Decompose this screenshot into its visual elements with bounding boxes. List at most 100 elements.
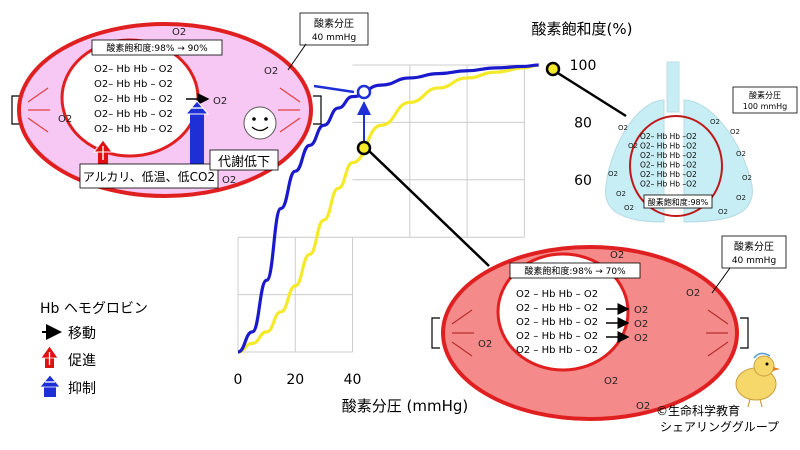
- curves: [237, 63, 539, 354]
- left-cell-bracket-right: [313, 95, 322, 125]
- lung-pressure-value: 100 mmHg: [743, 102, 788, 111]
- connector-to-lung: [552, 68, 627, 118]
- smiley-face: [243, 106, 277, 140]
- x-axis-label: 酸素分圧 (mmHg): [342, 397, 469, 415]
- left-free-o2-label: O2: [58, 114, 72, 125]
- right-free-o2-label: O2: [610, 250, 624, 261]
- legend-hb: Hb ヘモグロビン: [40, 301, 148, 317]
- right-move-arrows: [606, 303, 630, 343]
- y-axis-label: 酸素飽和度(%): [532, 20, 633, 38]
- right-cell-bracket-right: [740, 317, 749, 349]
- lung-hb-row: O2– Hb Hb –O2: [640, 161, 697, 170]
- x-ticks: 0 20 40: [234, 372, 362, 388]
- right-pressure-value: 40 mmHg: [732, 256, 776, 266]
- lung-free-o2: O2 O2 O2 O2 O2 O2 O2 O2 O2 O2 O2: [608, 118, 752, 216]
- suppress-arrow-left: [184, 100, 210, 164]
- left-pressure-value: 40 mmHg: [312, 33, 356, 43]
- right-free-o2-label: O2: [634, 305, 648, 316]
- x-tick-label: 40: [344, 372, 362, 388]
- saturation-100-marker: [545, 61, 561, 77]
- smiley-mouth: [251, 126, 269, 132]
- left-hb-row: O2– Hb Hb – O2: [94, 94, 173, 105]
- lung-hb-row: O2– Hb Hb –O2: [640, 151, 697, 160]
- lung-free-o2-label: O2: [710, 118, 720, 126]
- right-hb-row: O2 – Hb Hb – O2: [516, 289, 598, 300]
- left-pressure-box: [299, 12, 369, 46]
- legend-suppress-icon: [39, 374, 61, 397]
- lung-right: [683, 99, 753, 223]
- right-cell-ridges: [451, 309, 729, 357]
- right-free-o2-label: O2: [636, 401, 650, 412]
- right-free-o2-label: O2: [686, 288, 700, 299]
- y-ticks: 100 80 60: [570, 58, 597, 189]
- lung-blood-vessel: [629, 115, 723, 217]
- right-pressure-box: [721, 235, 787, 269]
- right-free-o2-label: O2: [604, 376, 618, 387]
- right-pressure-pointer: [711, 267, 731, 294]
- chart-grid: [237, 64, 525, 353]
- right-free-o2-label: O2: [634, 319, 648, 330]
- right-hb-row: O2 – Hb Hb – O2: [516, 345, 598, 356]
- left-free-o2-label: O2: [222, 175, 236, 186]
- right-free-o2-label: O2: [634, 333, 648, 344]
- connector-left-cell-to-curve: [313, 84, 355, 94]
- curve-markers: [356, 61, 561, 156]
- connector-to-right-cell: [365, 147, 490, 267]
- right-cell-bracket-left: [431, 317, 440, 349]
- promote-arrow-left: [93, 139, 113, 170]
- y-tick-label: 60: [574, 173, 592, 189]
- left-red-blood-cell: O2– Hb Hb – O2 O2– Hb Hb – O2 O2– Hb Hb – …: [11, 12, 369, 198]
- left-saturation-label: 酸素飽和度:98% → 90%: [106, 42, 208, 54]
- left-saturation-box: [91, 39, 223, 56]
- right-saturation-box: [509, 262, 641, 279]
- lung-free-o2-label: O2: [616, 190, 626, 198]
- lung-pressure-box: [732, 86, 798, 114]
- legend: Hb ヘモグロビン 移動 促進 抑制: [39, 301, 148, 397]
- lung-free-o2-label: O2: [742, 174, 752, 182]
- right-hb-row: O2 – Hb Hb – O2: [516, 331, 598, 342]
- promote-factors-box: [79, 163, 219, 189]
- x-tick-label: 0: [234, 372, 243, 388]
- smiley-eye-right: [264, 117, 268, 121]
- lung-saturation-box: [643, 194, 713, 209]
- blue-curve: [237, 63, 539, 354]
- left-free-o2-label: O2: [213, 96, 227, 107]
- lung-hb-row: O2– Hb Hb –O2: [640, 180, 697, 189]
- lung-free-o2-label: O2: [718, 208, 728, 216]
- y-tick-label: 100: [570, 58, 597, 74]
- legend-suppress: 抑制: [68, 381, 96, 397]
- chick-mascot-icon: [735, 352, 780, 408]
- lung-free-o2-label: O2: [608, 170, 618, 178]
- legend-promote: 促進: [68, 353, 96, 369]
- right-free-o2: O2 O2 O2 O2 O2 O2 O2 O2: [478, 250, 700, 412]
- lung-free-o2-label: O2: [730, 128, 740, 136]
- credit-line-2: シェアリンググループ: [660, 420, 779, 434]
- left-cell-bracket-left: [11, 95, 20, 125]
- yellow-curve: [237, 63, 539, 354]
- smiley-eye-left: [252, 117, 256, 121]
- lung-left: [604, 99, 665, 223]
- left-free-o2: O2 O2 O2 O2 O2: [58, 27, 278, 186]
- dissociation-chart: 酸素飽和度(%) 酸素分圧 (mmHg) 100 80 60 0 20 40: [234, 20, 633, 415]
- right-free-o2-label: O2: [478, 339, 492, 350]
- x-tick-label: 20: [286, 372, 304, 388]
- lung-hb-row: O2– Hb Hb –O2: [640, 142, 697, 151]
- left-cell-ridges: [27, 87, 301, 133]
- left-hb-rows: O2– Hb Hb – O2 O2– Hb Hb – O2 O2– Hb Hb – …: [94, 64, 173, 135]
- lung-free-o2-label: O2: [624, 204, 634, 212]
- right-pressure-label: 酸素分圧: [734, 240, 774, 253]
- yellow-curve-marker: [356, 140, 372, 156]
- left-hb-row: O2– Hb Hb – O2: [94, 79, 173, 90]
- lung-free-o2-label: O2: [628, 142, 638, 150]
- lung-pressure-label: 酸素分圧: [749, 90, 781, 100]
- legend-move: 移動: [68, 326, 96, 342]
- left-free-o2-label: O2: [264, 66, 278, 77]
- right-red-blood-cell: O2 – Hb Hb – O2 O2 – Hb Hb – O2 O2 – Hb Hb…: [431, 235, 787, 421]
- blue-curve-marker: [356, 84, 372, 100]
- credit-line-1: ©生命科学教育: [656, 403, 740, 418]
- lung-saturation-label: 酸素飽和度:98%: [648, 197, 709, 207]
